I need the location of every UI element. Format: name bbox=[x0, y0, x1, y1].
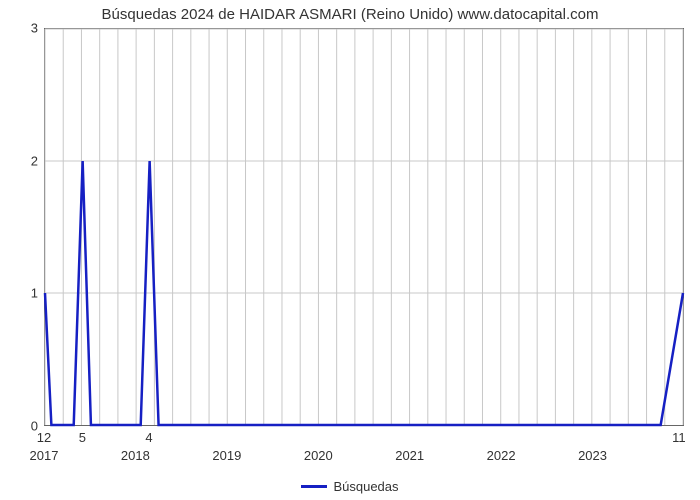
x-tick-label: 2020 bbox=[304, 448, 333, 463]
value-label: 5 bbox=[79, 430, 86, 445]
x-tick-label: 2018 bbox=[121, 448, 150, 463]
y-tick-label: 2 bbox=[0, 153, 38, 168]
y-tick-label: 1 bbox=[0, 286, 38, 301]
legend: Búsquedas bbox=[0, 475, 700, 494]
chart-title: Búsquedas 2024 de HAIDAR ASMARI (Reino U… bbox=[0, 6, 700, 23]
x-tick-label: 2019 bbox=[212, 448, 241, 463]
y-tick-label: 3 bbox=[0, 21, 38, 36]
x-tick-label: 2023 bbox=[578, 448, 607, 463]
value-label: 11 bbox=[672, 430, 686, 445]
legend-label: Búsquedas bbox=[333, 479, 398, 494]
y-tick-label: 0 bbox=[0, 419, 38, 434]
x-tick-label: 2017 bbox=[30, 448, 59, 463]
value-label: 12 bbox=[37, 430, 51, 445]
x-tick-label: 2022 bbox=[487, 448, 516, 463]
value-label: 4 bbox=[145, 430, 152, 445]
plot-area bbox=[44, 28, 684, 426]
x-tick-label: 2021 bbox=[395, 448, 424, 463]
legend-swatch bbox=[301, 485, 327, 488]
